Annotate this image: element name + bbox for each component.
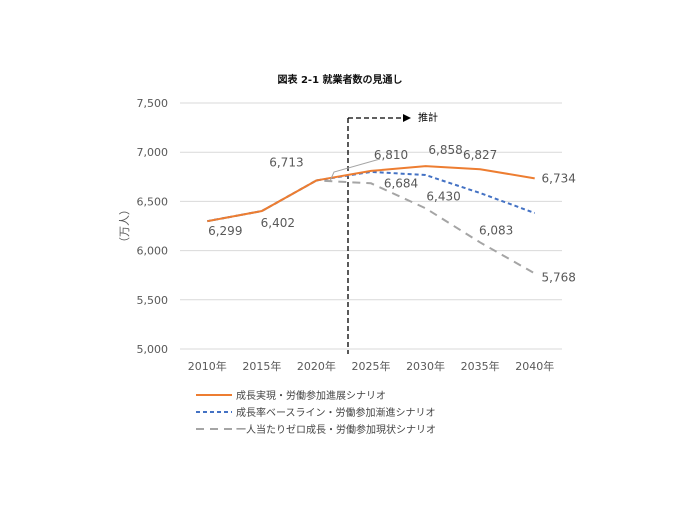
legend-item: 成長実現・労働参加進展シナリオ: [196, 386, 436, 403]
data-label: 6,810: [374, 148, 408, 162]
forecast-annotation: 推計: [418, 111, 438, 124]
data-label: 6,858: [428, 143, 462, 157]
legend: 成長実現・労働参加進展シナリオ成長率ベースライン・労働参加漸進シナリオ 一人当たり…: [196, 386, 436, 437]
y-tick-label: 6,000: [137, 245, 169, 258]
data-label: 6,083: [479, 223, 513, 237]
y-tick-label: 5,500: [137, 294, 169, 307]
leader-line: [329, 158, 381, 182]
data-label: 6,684: [384, 176, 418, 190]
y-tick-label: 6,500: [137, 195, 169, 208]
chart-title: 図表 2-1 就業者数の見通し: [277, 75, 403, 86]
y-tick-label: 7,500: [137, 97, 169, 110]
x-tick-label: 2030年: [406, 359, 445, 373]
y-tick-label: 5,000: [137, 343, 169, 356]
series-line-3: [207, 179, 536, 275]
legend-swatch: [196, 410, 232, 413]
data-label: 6,299: [208, 224, 242, 238]
legend-label: 一人当たりゼロ成長・労働参加現状シナリオ: [236, 425, 436, 436]
y-tick-label: 7,000: [137, 146, 169, 159]
legend-label: 成長実現・労働参加進展シナリオ: [236, 391, 386, 402]
data-label: 6,734: [542, 171, 576, 185]
data-label: 6,430: [426, 189, 460, 203]
x-tick-label: 2025年: [352, 359, 391, 373]
legend-item: 一人当たりゼロ成長・労働参加現状シナリオ: [196, 420, 436, 437]
data-label: 5,768: [542, 270, 576, 284]
legend-item: 成長率ベースライン・労働参加漸進シナリオ: [196, 403, 436, 420]
x-tick-label: 2040年: [515, 359, 554, 373]
data-label: 6,827: [463, 148, 497, 162]
y-axis-label: （万人）: [118, 204, 131, 248]
x-tick-label: 2035年: [461, 359, 500, 373]
arrow-right-icon: [403, 114, 411, 122]
legend-swatch: [196, 393, 232, 396]
x-tick-label: 2010年: [188, 359, 227, 373]
legend-label: 成長率ベースライン・労働参加漸進シナリオ: [236, 408, 436, 419]
legend-swatch: [196, 427, 232, 430]
line-chart: 5,000 5,500 6,000 6,500 7,000 7,500 （万人） 2010年 2…: [118, 97, 576, 373]
series-line-1: [207, 165, 535, 223]
x-tick-label: 2020年: [297, 359, 336, 373]
data-label: 6,402: [261, 216, 295, 230]
data-label: 6,713: [269, 155, 303, 169]
x-tick-label: 2015年: [242, 359, 281, 373]
series-line-2: [207, 170, 536, 223]
